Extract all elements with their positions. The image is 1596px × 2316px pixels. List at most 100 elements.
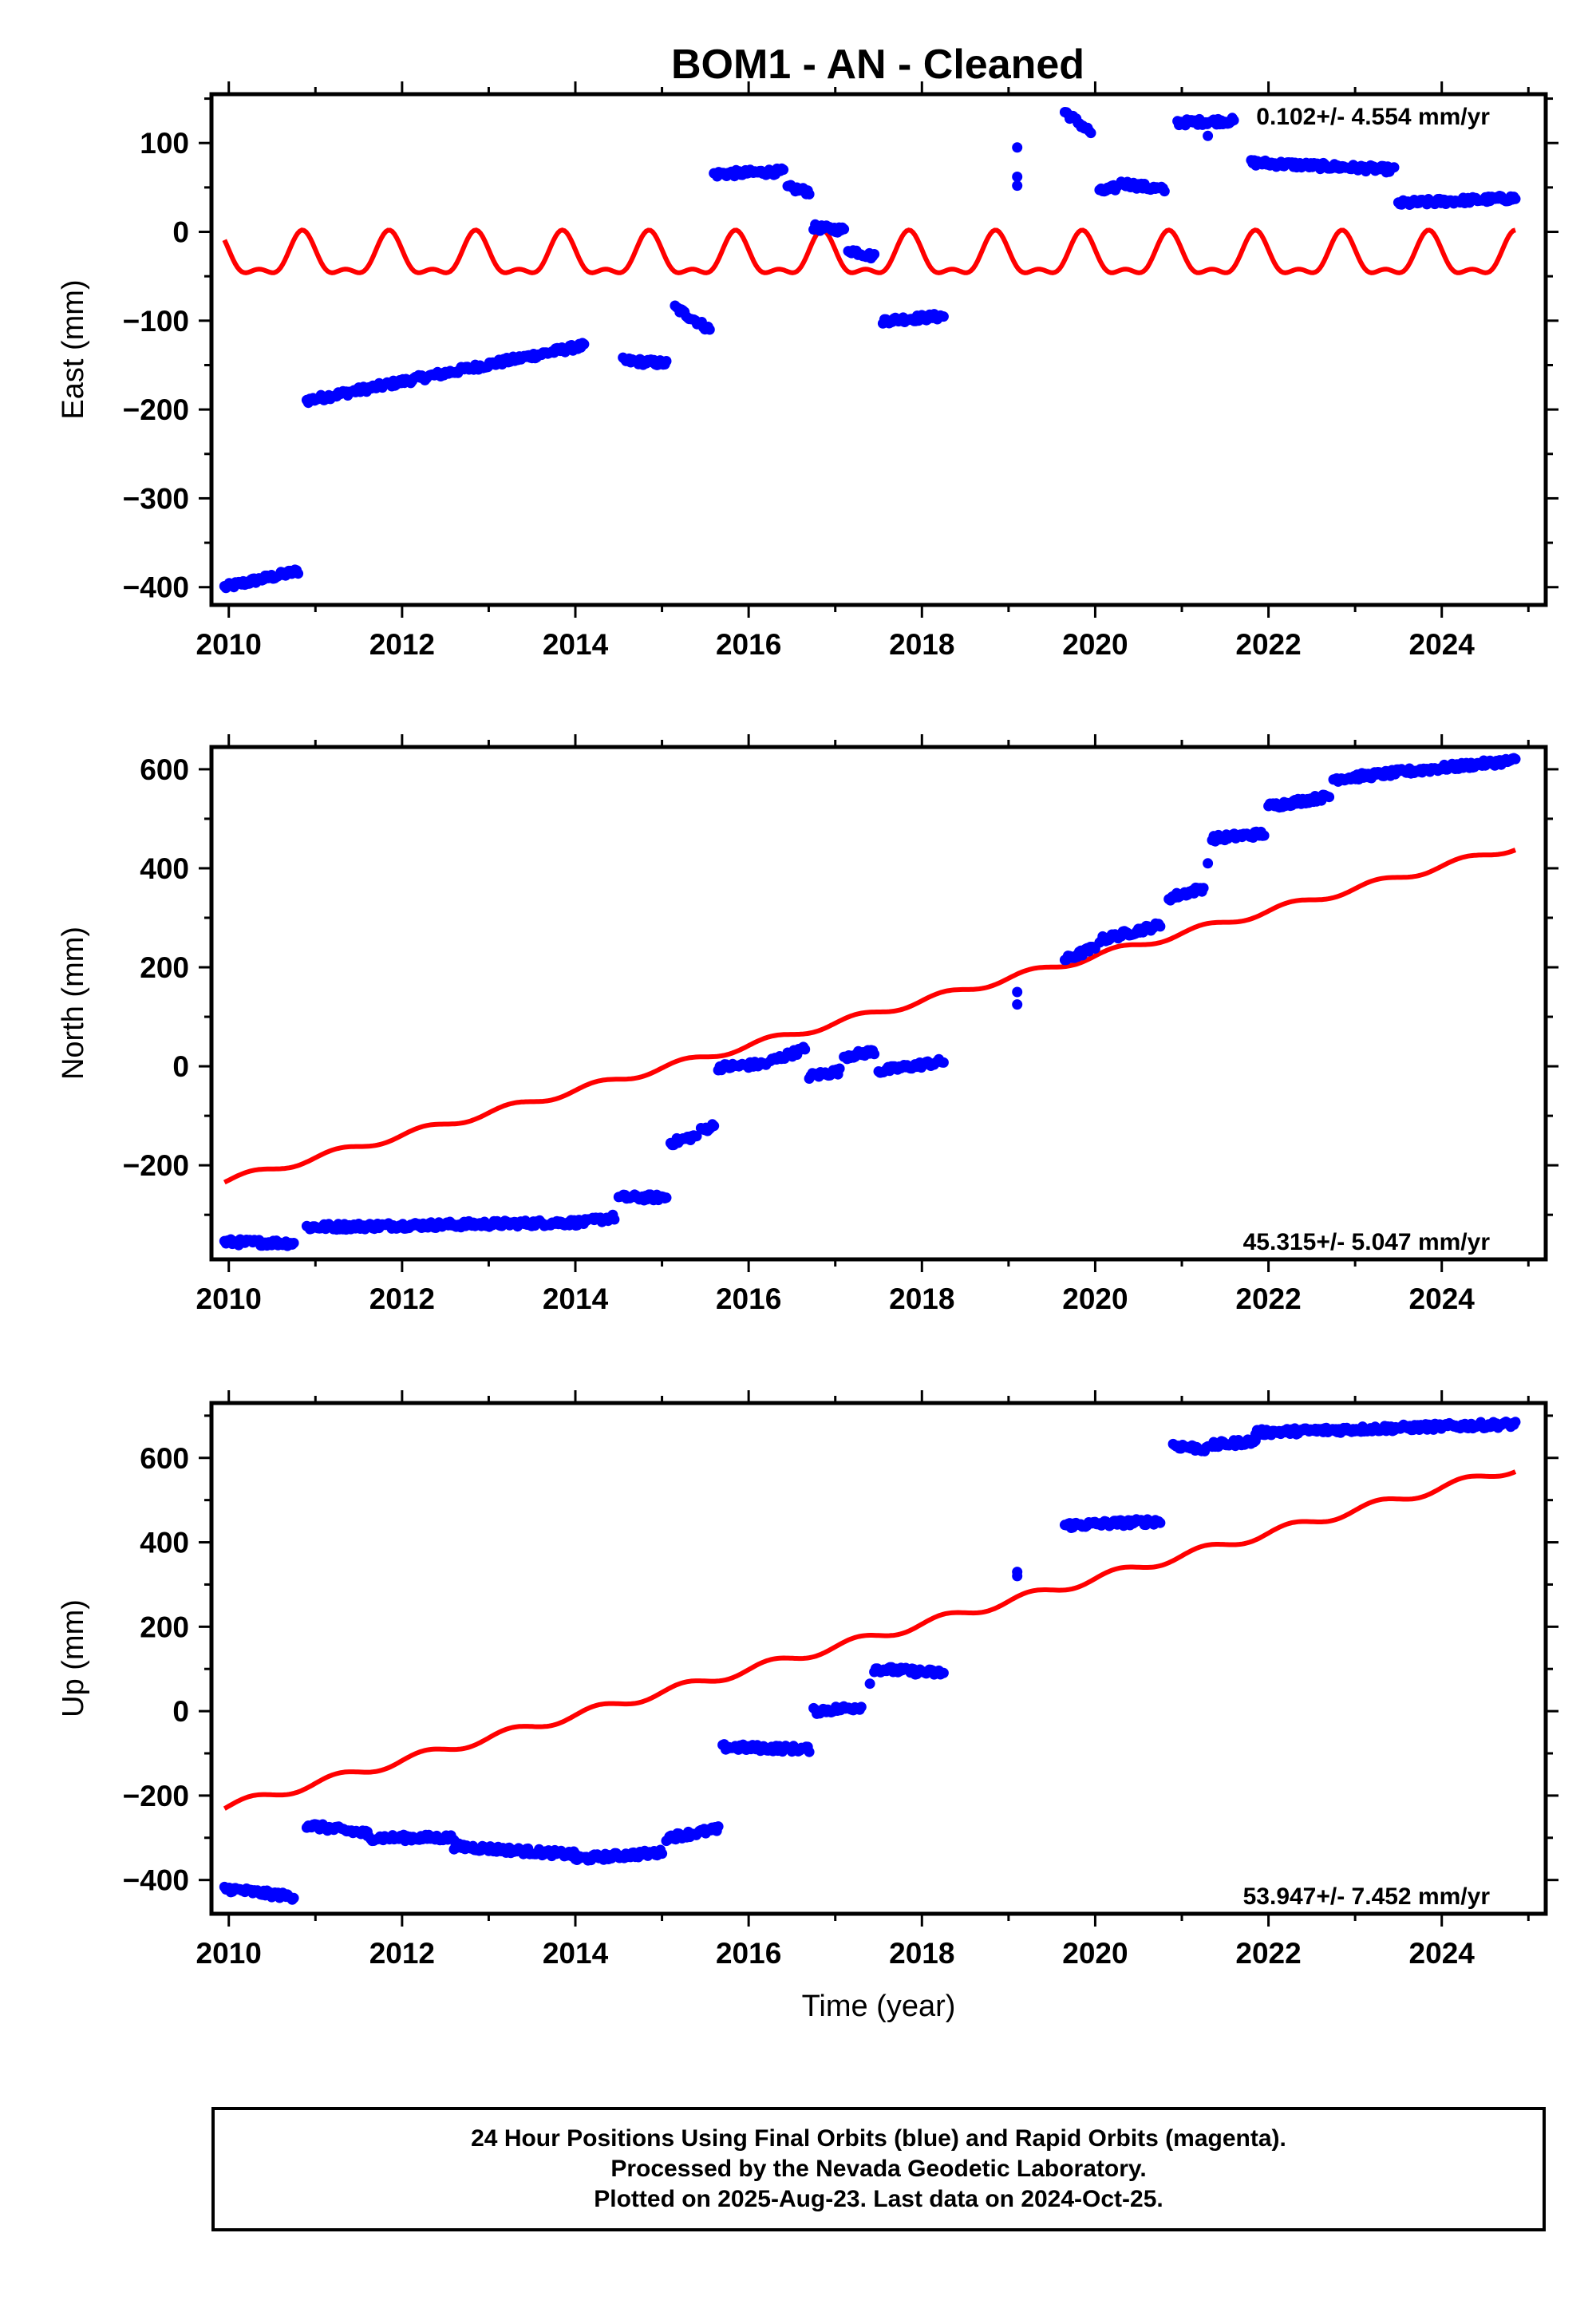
data-point	[661, 356, 672, 366]
x-tick-label: 2024	[1409, 1937, 1476, 1970]
y-tick-label: 200	[140, 1611, 189, 1643]
y-tick-label: −100	[123, 305, 189, 338]
data-point	[778, 164, 789, 176]
x-tick-label: 2018	[889, 1282, 954, 1315]
data-point	[1159, 186, 1170, 197]
data-point	[1510, 753, 1521, 765]
data-point	[657, 1848, 668, 1860]
y-tick-label: 400	[140, 852, 189, 885]
y-tick-label: −300	[123, 482, 189, 515]
panel-2: 2010 2012 2014 2016 2018 2020 2022 2024 −200 0 200…	[57, 734, 1558, 1315]
y-axis-label: Up (mm)	[57, 1599, 90, 1717]
x-tick-label: 2018	[889, 628, 954, 661]
data-point	[1012, 180, 1023, 192]
data-point	[1258, 830, 1270, 841]
x-tick-label: 2024	[1409, 628, 1476, 661]
x-tick-label: 2022	[1235, 1937, 1301, 1970]
data-point	[1510, 193, 1521, 204]
data-point	[288, 1238, 299, 1248]
chart-title: BOM1 - AN - Cleaned	[671, 41, 1084, 88]
y-tick-label: 400	[140, 1527, 189, 1559]
plot-area	[219, 107, 1521, 594]
data-point	[709, 1120, 720, 1132]
data-point	[288, 1892, 299, 1903]
panel-3: 2010 2012 2014 2016 2018 2020 2022 2024 −400 −200…	[57, 1390, 1558, 2023]
data-point	[1389, 162, 1400, 173]
x-axis-label: Time (year)	[802, 1990, 956, 2023]
data-point	[1228, 115, 1239, 126]
plot-frame	[209, 1401, 1548, 1916]
footer-line-3: Plotted on 2025-Aug-23. Last data on 202…	[594, 2186, 1163, 2212]
footer-line-1: 24 Hour Positions Using Final Orbits (bl…	[471, 2125, 1286, 2152]
y-tick-label: −200	[123, 1149, 189, 1182]
y-tick-label: 600	[140, 1442, 189, 1475]
data-point	[1012, 172, 1023, 182]
x-tick-label: 2014	[543, 1282, 609, 1315]
x-tick-label: 2020	[1062, 1937, 1128, 1970]
y-axis-label: North (mm)	[57, 927, 90, 1080]
data-point	[1203, 858, 1214, 869]
x-tick-label: 2010	[196, 1937, 262, 1970]
plot-area	[219, 1417, 1521, 1905]
data-point	[834, 1063, 845, 1074]
data-point	[691, 1131, 702, 1142]
data-point	[869, 1049, 880, 1060]
plot-frame	[209, 92, 1548, 607]
data-point	[609, 1214, 620, 1225]
y-tick-label: −400	[123, 571, 189, 604]
y-tick-label: 600	[140, 753, 189, 786]
panel-1: 2010 2012 2014 2016 2018 2020 2022 2024 −400 −300…	[57, 81, 1558, 661]
x-tick-label: 2018	[889, 1937, 954, 1970]
data-point	[1203, 130, 1214, 141]
y-tick-label: −200	[123, 393, 189, 426]
model-line	[222, 227, 1516, 275]
x-tick-label: 2016	[716, 1937, 781, 1970]
y-tick-label: 0	[172, 216, 189, 249]
y-axis-label: East (mm)	[57, 279, 90, 419]
x-tick-label: 2010	[196, 1282, 262, 1315]
x-tick-label: 2022	[1235, 628, 1301, 661]
data-point	[1155, 921, 1166, 932]
data-point	[869, 249, 880, 259]
data-point	[1155, 1517, 1166, 1528]
data-point	[938, 1667, 949, 1678]
footer-box: 24 Hour Positions Using Final Orbits (bl…	[211, 2107, 1546, 2231]
y-tick-label: −400	[123, 1864, 189, 1897]
data-point	[839, 223, 850, 235]
data-point	[800, 1044, 811, 1055]
x-tick-label: 2020	[1062, 1282, 1128, 1315]
data-point	[704, 324, 715, 335]
data-point	[1198, 883, 1209, 894]
data-point	[1085, 128, 1096, 139]
x-tick-label: 2016	[716, 628, 781, 661]
rate-annotation: 45.315+/- 5.047 mm/yr	[1243, 1229, 1491, 1255]
rate-annotation: 0.102+/- 4.554 mm/yr	[1256, 104, 1490, 130]
y-tick-label: 0	[172, 1695, 189, 1728]
data-point	[804, 188, 815, 200]
x-tick-label: 2024	[1409, 1282, 1476, 1315]
data-point	[1012, 142, 1023, 153]
x-tick-label: 2022	[1235, 1282, 1301, 1315]
data-point	[938, 311, 949, 322]
y-tick-label: 100	[140, 127, 189, 160]
plot-area	[219, 753, 1521, 1251]
rate-annotation: 53.947+/- 7.452 mm/yr	[1243, 1883, 1491, 1910]
plot-frame	[209, 745, 1548, 1262]
footer-line-2: Processed by the Nevada Geodetic Laborat…	[610, 2156, 1147, 2182]
data-point	[804, 1746, 815, 1757]
data-point	[661, 1192, 672, 1203]
model-line	[223, 848, 1517, 1185]
data-point	[1324, 792, 1335, 803]
data-point	[938, 1057, 949, 1068]
model-line	[223, 1469, 1517, 1811]
data-point	[293, 568, 304, 579]
x-tick-label: 2016	[716, 1282, 781, 1315]
data-point	[1012, 999, 1023, 1010]
y-tick-label: 0	[172, 1050, 189, 1083]
data-point	[1012, 1571, 1023, 1582]
data-point	[713, 1821, 724, 1832]
x-tick-label: 2014	[543, 628, 609, 661]
data-point	[1510, 1417, 1521, 1428]
y-tick-label: 200	[140, 951, 189, 984]
